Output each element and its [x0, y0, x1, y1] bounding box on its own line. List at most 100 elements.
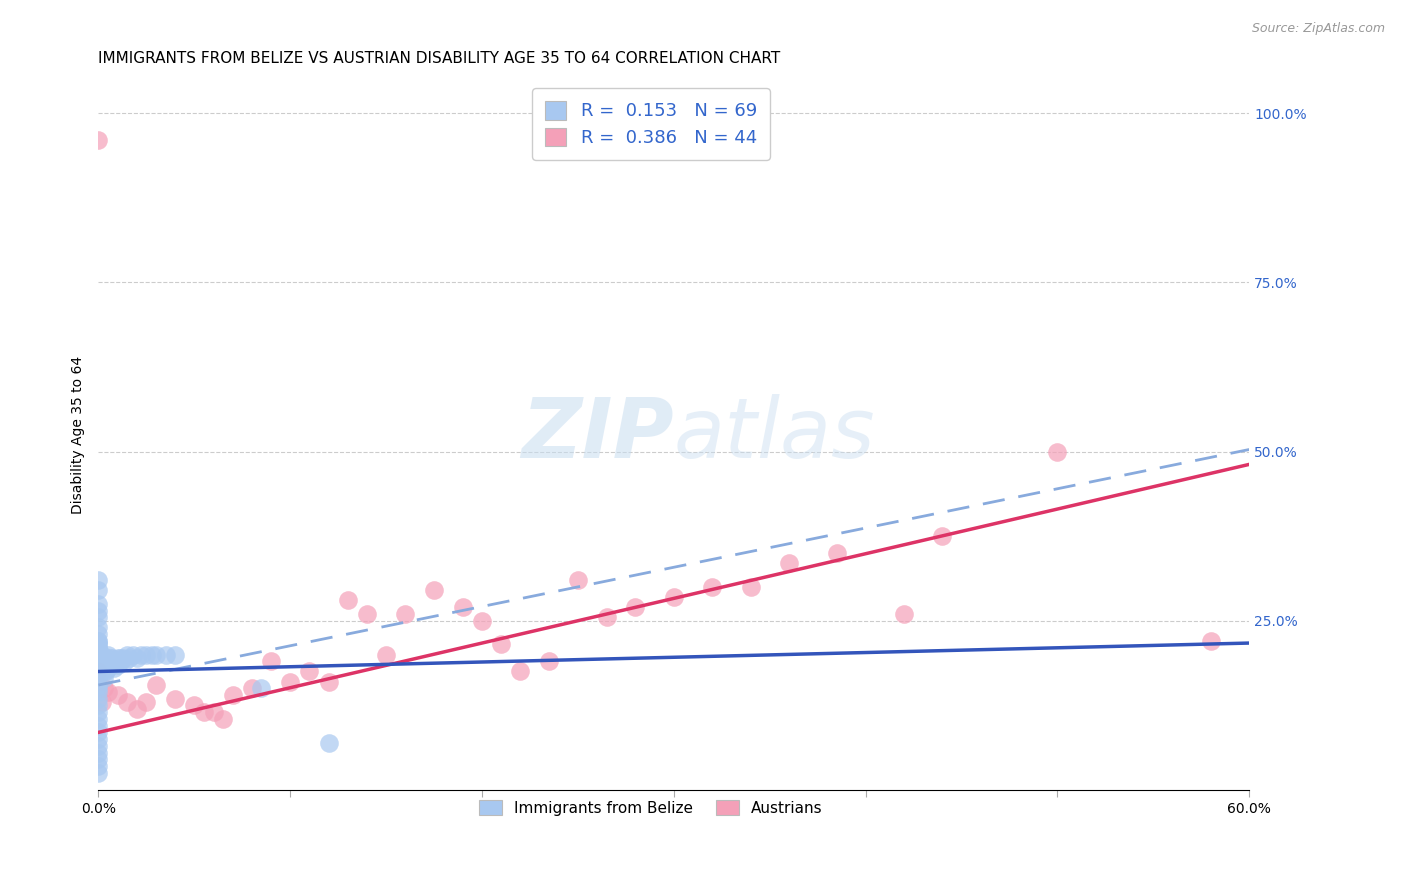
- Point: [87, 725, 110, 739]
- Point: [87, 583, 110, 598]
- Point: [94, 651, 117, 665]
- Point: [893, 607, 915, 621]
- Point: [155, 648, 177, 662]
- Point: [108, 651, 131, 665]
- Point: [87, 752, 110, 766]
- Point: [931, 529, 953, 543]
- Point: [394, 607, 416, 621]
- Point: [93, 681, 115, 696]
- Point: [118, 651, 141, 665]
- Point: [87, 671, 110, 685]
- Point: [115, 695, 138, 709]
- Point: [489, 637, 512, 651]
- Point: [87, 766, 110, 780]
- Point: [145, 678, 167, 692]
- Point: [260, 654, 283, 668]
- Point: [375, 648, 398, 662]
- Point: [87, 665, 110, 679]
- Point: [87, 644, 110, 658]
- Point: [112, 651, 135, 665]
- Point: [101, 657, 124, 672]
- Point: [87, 746, 110, 760]
- Point: [98, 657, 121, 672]
- Point: [125, 651, 148, 665]
- Point: [221, 688, 243, 702]
- Point: [87, 681, 110, 696]
- Point: [87, 634, 110, 648]
- Point: [538, 654, 561, 668]
- Point: [107, 651, 129, 665]
- Point: [145, 648, 167, 662]
- Legend: Immigrants from Belize, Austrians: Immigrants from Belize, Austrians: [470, 790, 832, 825]
- Point: [778, 556, 800, 570]
- Point: [87, 637, 110, 651]
- Point: [110, 654, 132, 668]
- Point: [141, 648, 163, 662]
- Point: [87, 739, 110, 753]
- Text: ZIP: ZIP: [522, 394, 673, 475]
- Point: [451, 600, 474, 615]
- Point: [87, 665, 110, 679]
- Point: [94, 665, 117, 679]
- Point: [87, 705, 110, 719]
- Y-axis label: Disability Age 35 to 64: Disability Age 35 to 64: [72, 356, 86, 514]
- Point: [101, 651, 124, 665]
- Point: [1046, 444, 1069, 458]
- Point: [662, 590, 685, 604]
- Point: [87, 604, 110, 618]
- Point: [825, 546, 848, 560]
- Point: [87, 133, 110, 147]
- Point: [93, 671, 115, 685]
- Point: [87, 691, 110, 706]
- Point: [107, 657, 129, 672]
- Point: [165, 648, 187, 662]
- Point: [87, 573, 110, 587]
- Point: [93, 665, 115, 679]
- Point: [125, 702, 148, 716]
- Point: [87, 620, 110, 634]
- Point: [318, 735, 340, 749]
- Text: Source: ZipAtlas.com: Source: ZipAtlas.com: [1251, 22, 1385, 36]
- Point: [87, 634, 110, 648]
- Point: [103, 654, 125, 668]
- Point: [423, 583, 446, 598]
- Point: [87, 718, 110, 732]
- Point: [624, 600, 647, 615]
- Point: [98, 651, 121, 665]
- Point: [356, 607, 378, 621]
- Point: [87, 732, 110, 747]
- Point: [87, 597, 110, 611]
- Point: [193, 705, 215, 719]
- Point: [87, 627, 110, 641]
- Point: [91, 648, 114, 662]
- Point: [114, 654, 136, 668]
- Point: [1199, 634, 1222, 648]
- Text: atlas: atlas: [673, 394, 876, 475]
- Point: [278, 674, 301, 689]
- Point: [183, 698, 205, 713]
- Point: [87, 610, 110, 624]
- Point: [212, 712, 235, 726]
- Point: [97, 654, 120, 668]
- Point: [250, 681, 273, 696]
- Point: [91, 654, 114, 668]
- Point: [129, 648, 152, 662]
- Point: [122, 648, 145, 662]
- Point: [87, 759, 110, 773]
- Point: [87, 651, 110, 665]
- Point: [595, 610, 617, 624]
- Point: [509, 665, 531, 679]
- Point: [298, 665, 321, 679]
- Point: [702, 580, 724, 594]
- Point: [87, 712, 110, 726]
- Point: [97, 685, 120, 699]
- Point: [103, 661, 125, 675]
- Text: IMMIGRANTS FROM BELIZE VS AUSTRIAN DISABILITY AGE 35 TO 64 CORRELATION CHART: IMMIGRANTS FROM BELIZE VS AUSTRIAN DISAB…: [98, 51, 780, 66]
- Point: [93, 657, 115, 672]
- Point: [336, 593, 359, 607]
- Point: [740, 580, 762, 594]
- Point: [87, 640, 110, 655]
- Point: [135, 695, 157, 709]
- Point: [97, 648, 120, 662]
- Point: [165, 691, 187, 706]
